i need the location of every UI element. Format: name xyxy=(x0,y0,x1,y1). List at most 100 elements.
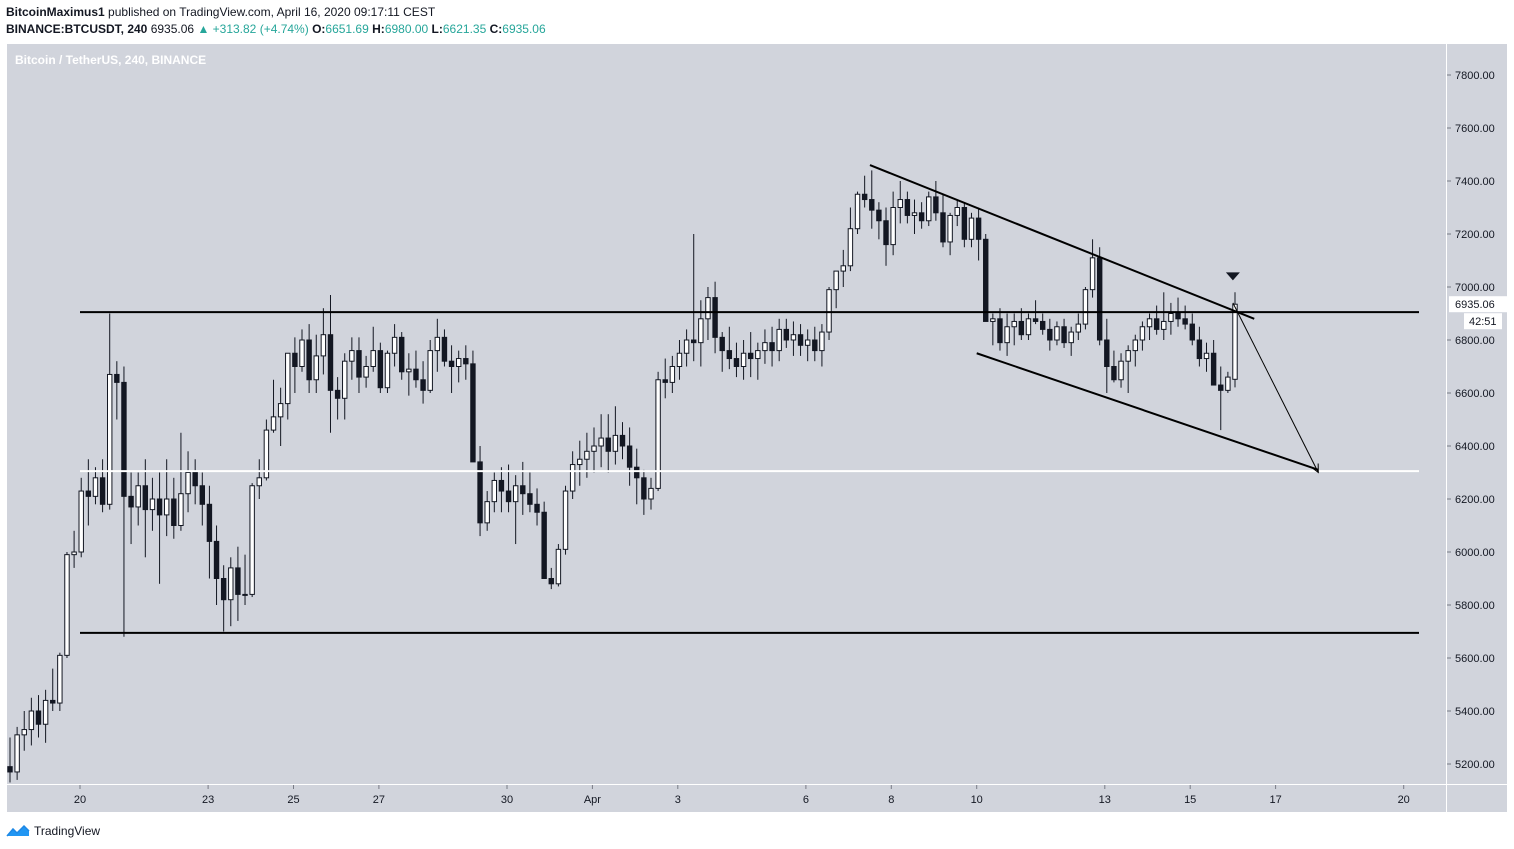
candle-body xyxy=(954,207,960,216)
candle-body xyxy=(1196,339,1203,360)
candle xyxy=(1104,318,1110,393)
candle xyxy=(776,318,782,362)
candle xyxy=(997,308,1003,351)
candle xyxy=(470,350,476,463)
y-tick-label: 7000.00 xyxy=(1455,282,1495,294)
footer[interactable]: TradingView xyxy=(6,822,100,840)
candle xyxy=(99,459,106,513)
y-tick-label: 6600.00 xyxy=(1455,388,1495,400)
candle-body xyxy=(363,366,369,378)
candle xyxy=(605,414,611,473)
close-value: 6935.06 xyxy=(502,22,546,36)
candle-body xyxy=(619,434,626,447)
candle xyxy=(142,459,149,558)
candle xyxy=(1047,318,1053,351)
time-axis[interactable] xyxy=(7,785,1446,812)
author-name[interactable]: BitcoinMaximus1 xyxy=(6,5,105,19)
candles xyxy=(7,170,1238,783)
candle-body xyxy=(114,373,120,383)
candle xyxy=(249,483,255,598)
candle-body xyxy=(420,379,426,391)
candle xyxy=(1196,326,1203,367)
candle xyxy=(484,491,490,531)
candle-body xyxy=(463,358,469,365)
candle xyxy=(1210,340,1217,386)
candle-body xyxy=(1218,384,1224,391)
candle-body xyxy=(1232,303,1238,380)
candle-body xyxy=(1189,323,1195,341)
candle xyxy=(28,697,35,746)
candle-body xyxy=(163,498,170,516)
price-axis[interactable] xyxy=(1447,44,1507,784)
candle xyxy=(505,464,512,513)
candle-body xyxy=(1118,360,1124,381)
candle-body xyxy=(648,487,654,500)
candle xyxy=(626,427,633,486)
candle-body xyxy=(662,379,668,383)
candle-body xyxy=(213,540,220,580)
candle-body xyxy=(584,450,590,460)
candle xyxy=(420,361,426,404)
candle xyxy=(926,191,932,227)
candle xyxy=(676,340,683,380)
candle-body xyxy=(121,381,127,497)
candle-body xyxy=(71,551,77,556)
triangle-down-marker xyxy=(1225,272,1240,281)
drawings xyxy=(80,164,1419,634)
countdown-label: 42:51 xyxy=(1469,316,1497,328)
candle-body xyxy=(833,270,839,291)
candle-body xyxy=(847,228,854,267)
candle-body xyxy=(840,265,846,272)
candle xyxy=(975,207,982,261)
x-tick-label: 13 xyxy=(1099,794,1111,806)
publish-info: BitcoinMaximus1 published on TradingView… xyxy=(6,5,435,19)
axis-corner xyxy=(1447,785,1507,812)
candle xyxy=(491,472,498,513)
candle xyxy=(384,350,391,393)
candle xyxy=(21,711,27,751)
candle-body xyxy=(747,352,754,360)
chart-pane[interactable] xyxy=(7,44,1446,784)
candle-body xyxy=(626,445,633,468)
candle xyxy=(192,459,198,505)
candle xyxy=(1203,342,1210,372)
candle-body xyxy=(156,498,163,516)
candle-body xyxy=(940,212,946,243)
candle xyxy=(990,313,996,346)
candle-body xyxy=(527,493,533,505)
candle-body xyxy=(427,350,433,391)
candle-body xyxy=(512,485,519,503)
candle xyxy=(634,448,640,505)
candle-body xyxy=(1210,352,1217,386)
change-label: ▲ +313.82 (+4.74%) xyxy=(197,22,309,36)
candle xyxy=(427,340,433,393)
y-tick-label: 7400.00 xyxy=(1455,176,1495,188)
candle-body xyxy=(327,334,334,391)
candle-body xyxy=(1225,376,1231,391)
candle-body xyxy=(220,578,227,601)
candle xyxy=(512,475,519,545)
y-tick-label: 7800.00 xyxy=(1455,70,1495,82)
candle xyxy=(641,469,647,515)
candle-body xyxy=(356,350,362,378)
candle-body xyxy=(242,593,248,596)
candle xyxy=(933,181,939,221)
candle xyxy=(719,332,725,372)
candle-body xyxy=(92,477,99,497)
candle xyxy=(285,352,291,420)
candle xyxy=(691,234,697,362)
candle-body xyxy=(413,368,419,381)
candle xyxy=(854,191,861,234)
candle-body xyxy=(171,498,177,526)
candle xyxy=(669,355,676,393)
candle-body xyxy=(491,479,498,503)
high-label: H: xyxy=(372,22,385,36)
candle-body xyxy=(470,363,476,463)
x-tick-label: 20 xyxy=(1398,794,1410,806)
candle-body xyxy=(107,373,113,505)
y-tick-label: 6200.00 xyxy=(1455,494,1495,506)
candle-body xyxy=(384,352,391,389)
candle xyxy=(648,477,654,510)
candle xyxy=(256,459,262,499)
